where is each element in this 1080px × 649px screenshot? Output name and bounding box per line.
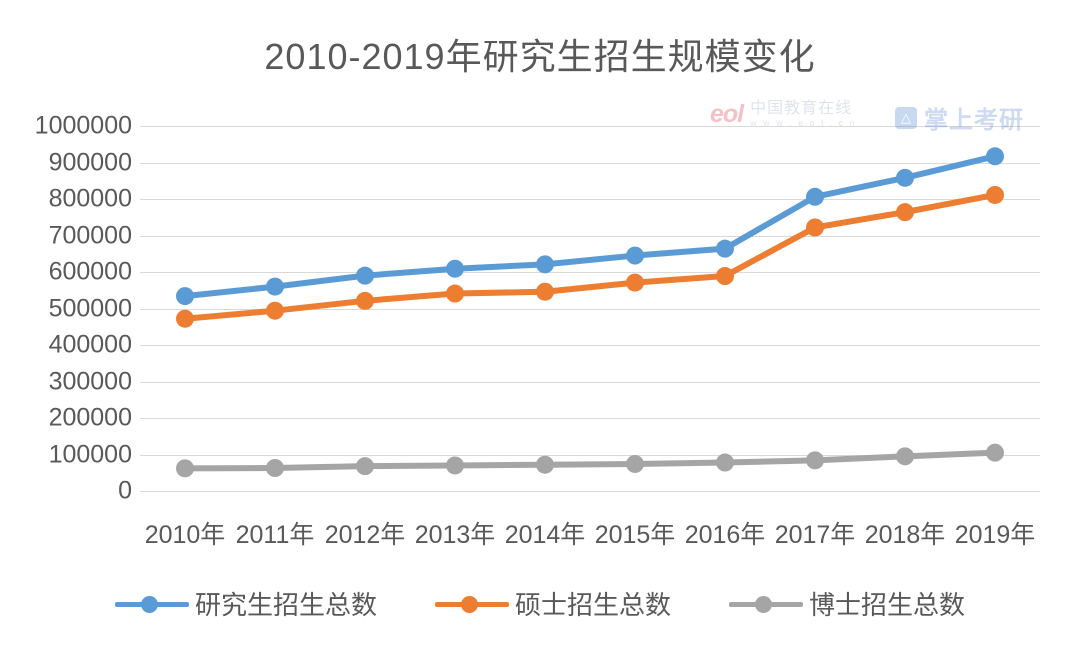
x-axis-tick-label: 2019年 (954, 521, 1036, 549)
data-point[interactable] (896, 447, 914, 466)
data-point[interactable] (626, 246, 644, 265)
data-point[interactable] (356, 266, 374, 285)
data-point[interactable] (356, 291, 374, 310)
data-point[interactable] (806, 187, 824, 206)
legend-item-1[interactable]: 研究生招生总数 (114, 585, 377, 622)
y-axis-tick-label: 800000 (48, 184, 132, 213)
plot-area (140, 126, 1040, 492)
gridline (140, 162, 1040, 164)
x-axis-tick-label: 2013年 (414, 521, 496, 549)
legend-marker-icon (434, 593, 509, 615)
gridline (140, 272, 1040, 273)
x-axis-tick-label: 2011年 (235, 521, 315, 549)
data-point[interactable] (536, 255, 554, 274)
data-point[interactable] (176, 287, 194, 306)
y-axis-tick-label: 500000 (48, 294, 132, 322)
data-point[interactable] (176, 309, 194, 328)
gridline (140, 454, 1040, 456)
series-line (182, 153, 998, 300)
data-point[interactable] (446, 456, 464, 475)
x-axis-tick-label: 2016年 (684, 521, 766, 549)
x-axis-tick-label: 2012年 (324, 521, 406, 549)
y-axis-tick-label: 600000 (48, 257, 132, 286)
y-axis-tick-label: 200000 (48, 403, 132, 432)
data-point[interactable] (986, 443, 1004, 462)
data-point[interactable] (626, 273, 644, 292)
x-axis-tick-label: 2010年 (144, 521, 226, 549)
data-point[interactable] (626, 454, 644, 473)
data-point[interactable] (446, 259, 464, 278)
data-point[interactable] (266, 277, 284, 296)
gridline (140, 491, 1040, 492)
legend-label: 研究生招生总数 (194, 590, 377, 620)
legend-label: 硕士招生总数 (514, 590, 671, 620)
data-point[interactable] (356, 457, 374, 476)
series-line (182, 191, 998, 322)
y-axis-tick-label: 700000 (48, 221, 132, 249)
x-axis-tick-label: 2017年 (774, 521, 856, 549)
data-point[interactable] (266, 301, 284, 320)
data-point[interactable] (806, 451, 824, 470)
data-point[interactable] (986, 147, 1004, 166)
data-point[interactable] (896, 203, 914, 222)
y-axis: 1000000 900000 800000 700000 600000 500000 400… (12, 112, 132, 505)
gridline (140, 199, 1040, 200)
x-axis: 2010年 2011年 2012年 2013年 2014年 2015年 2016年 2017年… (140, 515, 1040, 555)
gridline (140, 381, 1040, 383)
data-point[interactable] (266, 459, 284, 477)
series-line (182, 449, 998, 472)
y-axis-tick-label: 300000 (48, 367, 132, 395)
series-1 (176, 147, 1004, 306)
gridline (140, 418, 1040, 419)
legend-marker-icon (729, 593, 803, 615)
y-axis-tick-label: 0 (118, 476, 132, 505)
legend-label: 博士招生总数 (809, 590, 966, 620)
y-axis-tick-label: 100000 (48, 440, 132, 468)
gridline (140, 235, 1040, 237)
data-point[interactable] (896, 168, 914, 187)
y-axis-tick-label: 900000 (48, 148, 132, 176)
legend-item-2[interactable]: 硕士招生总数 (434, 585, 671, 622)
data-point[interactable] (716, 267, 734, 286)
data-point[interactable] (716, 453, 734, 472)
series-3 (176, 443, 1004, 478)
data-point[interactable] (806, 218, 824, 237)
legend-marker-icon (114, 593, 189, 615)
data-point[interactable] (986, 185, 1004, 204)
y-axis-tick-label: 400000 (48, 330, 132, 359)
data-point[interactable] (536, 282, 554, 301)
data-point[interactable] (536, 455, 554, 474)
data-point[interactable] (446, 284, 464, 303)
gridline (140, 308, 1040, 310)
x-axis-tick-label: 2014年 (504, 521, 586, 549)
chart-title: 2010-2019年研究生招生规模变化 (264, 36, 816, 77)
chart-legend: 研究生招生总数 硕士招生总数 博士招生总数 (0, 585, 1080, 622)
legend-item-3[interactable]: 博士招生总数 (729, 585, 965, 622)
series-2 (176, 185, 1004, 328)
gridline (140, 126, 1040, 127)
x-axis-tick-label: 2018年 (864, 521, 946, 549)
gridline (140, 345, 1040, 346)
data-point[interactable] (176, 459, 194, 478)
y-axis-tick-label: 1000000 (34, 111, 132, 140)
x-axis-tick-label: 2015年 (594, 521, 676, 549)
data-point[interactable] (716, 239, 734, 258)
